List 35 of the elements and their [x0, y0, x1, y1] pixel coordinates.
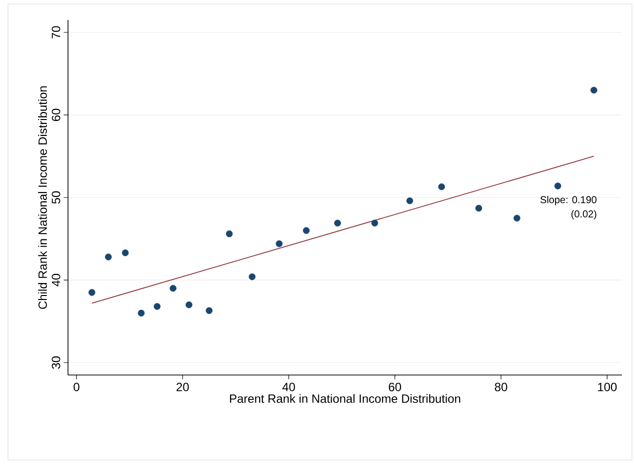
point [590, 86, 598, 94]
point [475, 204, 482, 212]
point [371, 220, 378, 226]
point [302, 227, 310, 234]
point [438, 183, 445, 190]
point [276, 240, 283, 248]
y-tick-label: 30 [52, 356, 60, 369]
point [186, 301, 192, 308]
point [206, 307, 213, 314]
point [226, 230, 233, 238]
y-tick-label: 40 [52, 274, 60, 286]
point [406, 197, 414, 204]
point [138, 310, 145, 316]
x-tick-label: 40 [282, 382, 295, 392]
point [122, 249, 129, 256]
x-axis-title: Parent Rank in National Income Distribution [230, 394, 460, 403]
y-tick-label: 70 [52, 26, 60, 38]
y-tick-label: 60 [52, 108, 60, 121]
x-tick-label: 100 [598, 382, 617, 392]
point [88, 289, 96, 296]
point [170, 284, 176, 292]
x-tick-label: 0 [74, 382, 80, 392]
y-tick-label: 50 [52, 191, 60, 204]
annotation: Slope: 0.190 [540, 196, 596, 206]
x-tick-label: 60 [388, 382, 402, 392]
point [554, 182, 562, 190]
x-tick-label: 20 [176, 382, 189, 392]
point [514, 214, 520, 222]
annotation: (0.02) [571, 210, 596, 220]
point [334, 220, 341, 226]
y-axis-title: Child Rank in National Income Distribution [38, 86, 47, 309]
point [248, 273, 256, 280]
x-tick-label: 80 [494, 382, 508, 392]
point [154, 303, 161, 310]
point [104, 254, 112, 260]
